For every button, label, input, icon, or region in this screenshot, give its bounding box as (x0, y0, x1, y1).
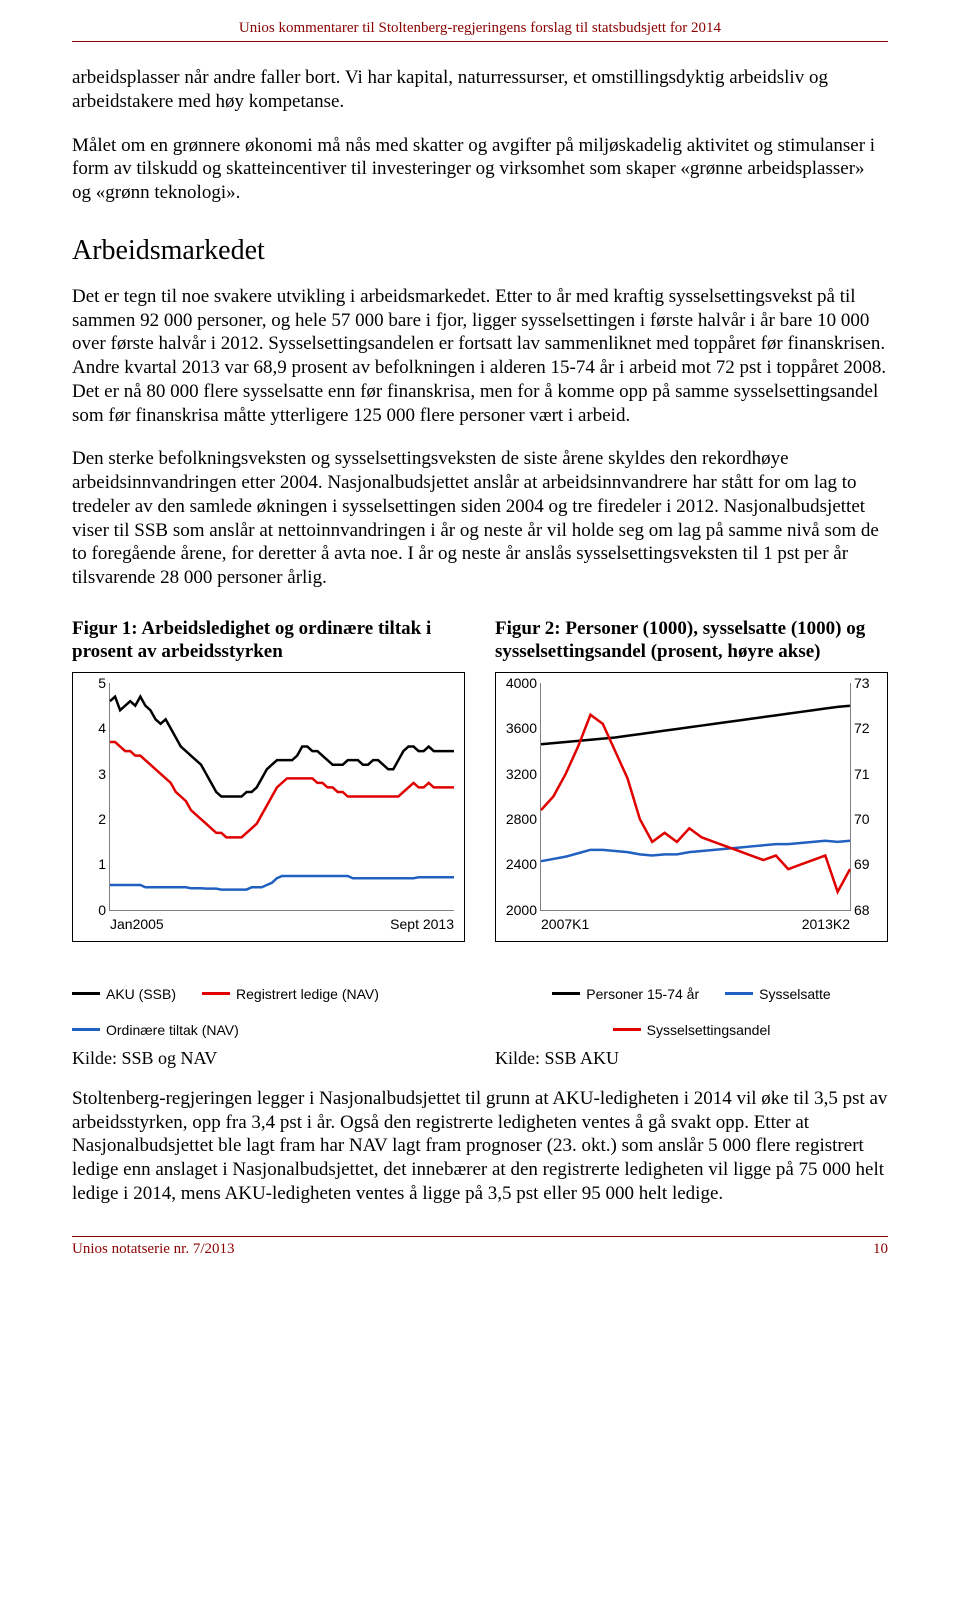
figure-1-title: Figur 1: Arbeidsledighet og ordinære til… (72, 618, 465, 664)
legend-item-tiltak: Ordinære tiltak (NAV) (72, 1022, 239, 1038)
footer-page-number: 10 (873, 1241, 888, 1258)
chart1-ytick: 5 (82, 675, 106, 691)
section-heading: Arbeidsmarkedet (72, 235, 888, 267)
legend-item-andel: Sysselsettingsandel (613, 1022, 771, 1038)
document-page: Unios kommentarer til Stoltenberg-regjer… (0, 0, 960, 1278)
legend-label: Personer 15-74 år (586, 986, 699, 1002)
chart1-ytick: 3 (82, 766, 106, 782)
legend-label: Sysselsettingsandel (647, 1022, 771, 1038)
chart2-ytick-right: 73 (854, 675, 878, 691)
chart2-ytick-right: 72 (854, 720, 878, 736)
chart2-ytick-right: 71 (854, 766, 878, 782)
chart1-xend: Sept 2013 (390, 916, 454, 932)
legend-swatch (72, 992, 100, 995)
figure-1: Figur 1: Arbeidsledighet og ordinære til… (72, 618, 465, 1069)
legend-label: Registrert ledige (NAV) (236, 986, 379, 1002)
chart2-ytick-right: 68 (854, 902, 878, 918)
figure-2-legend: Personer 15-74 år Sysselsatte Sysselsettin… (495, 986, 888, 1038)
footer-series: Unios notatserie nr. 7/2013 (72, 1241, 234, 1258)
legend-item-personer: Personer 15-74 år (552, 986, 699, 1002)
legend-item-registrert: Registrert ledige (NAV) (202, 986, 379, 1002)
legend-swatch (613, 1028, 641, 1031)
paragraph-1: arbeidsplasser når andre faller bort. Vi… (72, 66, 888, 114)
chart2-ytick-right: 69 (854, 856, 878, 872)
chart1-ytick: 1 (82, 856, 106, 872)
chart1-series-tiltak (110, 876, 454, 890)
chart2-series-andel (541, 715, 850, 892)
paragraph-5: Stoltenberg-regjeringen legger i Nasjona… (72, 1087, 888, 1206)
figure-2: Figur 2: Personer (1000), sysselsatte (1… (495, 618, 888, 1069)
figure-2-chart: 2000 2400 2800 3200 3600 4000 68 69 70 71 72 73 2007… (495, 672, 888, 942)
chart1-series-registrert (110, 742, 454, 837)
legend-label: Ordinære tiltak (NAV) (106, 1022, 239, 1038)
chart2-ytick-left: 3200 (501, 766, 537, 782)
figures-row: Figur 1: Arbeidsledighet og ordinære til… (72, 618, 888, 1069)
figure-1-source: Kilde: SSB og NAV (72, 1048, 465, 1069)
chart1-ytick: 4 (82, 720, 106, 736)
chart2-xstart: 2007K1 (541, 916, 589, 932)
chart2-ytick-left: 3600 (501, 720, 537, 736)
legend-label: AKU (SSB) (106, 986, 176, 1002)
chart2-series-sysselsatte (541, 841, 850, 861)
legend-swatch (72, 1028, 100, 1031)
chart1-xstart: Jan2005 (110, 916, 164, 932)
chart2-ytick-left: 2000 (501, 902, 537, 918)
chart2-ytick-left: 2400 (501, 856, 537, 872)
chart2-ytick-right: 70 (854, 811, 878, 827)
legend-swatch (725, 992, 753, 995)
legend-label: Sysselsatte (759, 986, 831, 1002)
page-header: Unios kommentarer til Stoltenberg-regjer… (72, 20, 888, 42)
page-footer: Unios notatserie nr. 7/2013 10 (72, 1236, 888, 1258)
chart2-ytick-left: 2800 (501, 811, 537, 827)
legend-swatch (552, 992, 580, 995)
legend-item-aku: AKU (SSB) (72, 986, 176, 1002)
chart2-xend: 2013K2 (802, 916, 850, 932)
chart1-ytick: 0 (82, 902, 106, 918)
paragraph-2: Målet om en grønnere økonomi må nås med … (72, 134, 888, 205)
legend-item-sysselsatte: Sysselsatte (725, 986, 831, 1002)
figure-2-title: Figur 2: Personer (1000), sysselsatte (1… (495, 618, 888, 664)
chart1-ytick: 2 (82, 811, 106, 827)
paragraph-4: Den sterke befolkningsveksten og syssels… (72, 447, 888, 590)
paragraph-3: Det er tegn til noe svakere utvikling i … (72, 285, 888, 428)
figure-2-source: Kilde: SSB AKU (495, 1048, 888, 1069)
figure-1-legend: AKU (SSB) Registrert ledige (NAV) Ordinære… (72, 986, 465, 1038)
legend-swatch (202, 992, 230, 995)
chart2-ytick-left: 4000 (501, 675, 537, 691)
figure-1-chart: 0 1 2 3 4 5 Jan2005 Sept 2013 (72, 672, 465, 942)
